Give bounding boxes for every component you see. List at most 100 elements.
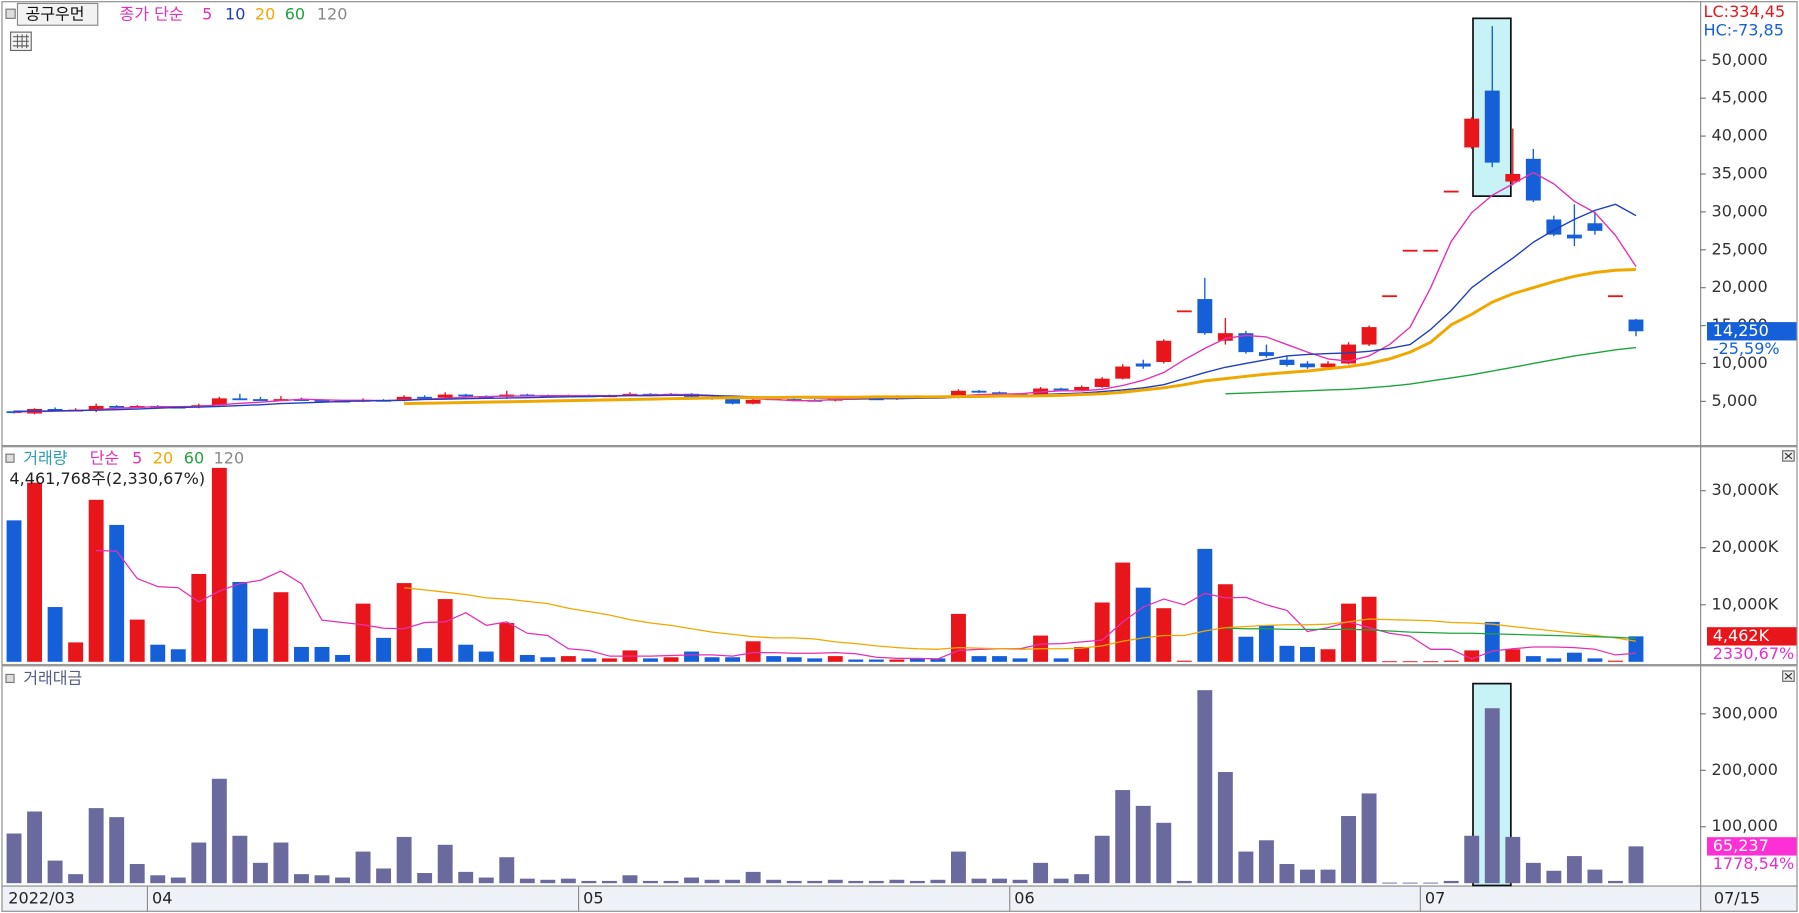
candle-body — [950, 390, 966, 398]
corner-label: LC:334,45 — [1704, 2, 1786, 21]
candle-body — [1361, 327, 1377, 345]
volume-info: 4,461,768주(2,330,67%) — [9, 469, 205, 488]
candle-body — [232, 398, 248, 401]
candle-body — [1423, 249, 1439, 252]
bar — [170, 877, 186, 884]
legend-prefix: 종가 단순 — [120, 4, 184, 23]
bar — [68, 642, 84, 662]
candle-body — [1382, 295, 1398, 298]
bar — [1402, 661, 1418, 663]
bar — [1587, 869, 1603, 884]
bar — [1443, 880, 1459, 884]
candle-body — [1546, 219, 1562, 235]
bar — [109, 524, 125, 662]
bar — [1012, 658, 1028, 662]
bar — [1628, 846, 1644, 884]
bar — [848, 880, 864, 884]
bar — [396, 583, 412, 662]
bar — [88, 499, 104, 662]
bar — [684, 651, 700, 662]
y-tick-label: 50,000 — [1712, 50, 1768, 69]
bar — [725, 657, 741, 662]
bar — [478, 651, 494, 662]
legend-entry-inactive: 120 — [214, 448, 245, 467]
panel-title: 거래량 — [23, 448, 68, 467]
y-tick-label: 20,000 — [1712, 277, 1768, 296]
bar — [622, 875, 638, 884]
bar — [1402, 882, 1418, 884]
candle-body — [1587, 223, 1603, 231]
candle-body — [1525, 158, 1541, 201]
bar — [1300, 646, 1315, 662]
bar — [807, 658, 823, 662]
bar — [150, 644, 166, 662]
bar — [1607, 660, 1623, 662]
candle-body — [6, 411, 22, 414]
x-tick-label: 2022/03 — [8, 889, 75, 908]
bar — [930, 879, 946, 884]
stock-button[interactable] — [16, 2, 99, 26]
bar — [560, 878, 576, 884]
legend-entry: 20 — [255, 4, 275, 23]
legend-entry: 60 — [285, 4, 305, 23]
bar — [1628, 636, 1644, 662]
candle-body — [1402, 249, 1418, 252]
bar — [1176, 660, 1192, 662]
bar — [745, 641, 761, 662]
bar — [1012, 879, 1028, 884]
candle-body — [1279, 359, 1295, 366]
bar — [1587, 658, 1603, 662]
candle-body — [1156, 340, 1172, 362]
bar — [992, 878, 1007, 884]
bar — [1115, 790, 1131, 884]
bar — [458, 871, 474, 884]
bar — [88, 808, 104, 884]
change-label: 1778,54% — [1713, 854, 1795, 873]
candle-body — [1115, 366, 1131, 379]
last-value-label: 4,462K — [1713, 626, 1770, 645]
corner-label: HC:-73,85 — [1704, 20, 1784, 39]
end-date-label: 07/15 — [1714, 889, 1760, 908]
bar — [1258, 625, 1274, 662]
bar — [1546, 870, 1562, 884]
bar — [1607, 880, 1623, 884]
legend-entry: 60 — [184, 448, 204, 467]
menu-icon[interactable] — [5, 673, 15, 684]
bar — [1320, 869, 1336, 884]
bar — [1197, 690, 1213, 884]
bar — [540, 657, 556, 662]
bar — [1094, 835, 1110, 884]
bar — [191, 842, 207, 884]
candle-body — [109, 405, 125, 408]
candle-body — [1094, 378, 1110, 387]
bar — [1074, 874, 1090, 884]
bar — [1320, 649, 1336, 662]
candle-body — [396, 396, 412, 401]
candle-body — [437, 394, 453, 398]
bar — [1033, 862, 1049, 884]
bar — [889, 879, 905, 884]
menu-icon[interactable] — [5, 453, 15, 463]
candle-body — [294, 399, 309, 401]
bar — [663, 880, 679, 884]
bar — [150, 875, 166, 884]
y-tick-label: 200,000 — [1712, 760, 1778, 779]
bar — [1341, 603, 1356, 662]
bar — [643, 880, 658, 884]
y-tick-label: 45,000 — [1712, 88, 1768, 107]
menu-icon[interactable] — [5, 8, 16, 19]
x-tick-label: 04 — [152, 889, 172, 908]
bar — [1546, 658, 1562, 662]
bar — [601, 880, 617, 884]
bar — [766, 879, 782, 884]
bar — [6, 833, 22, 884]
bar — [540, 879, 556, 884]
bar — [499, 623, 515, 662]
candle-body — [252, 399, 268, 401]
bar — [745, 871, 761, 884]
bar — [848, 659, 864, 662]
bar — [417, 873, 433, 884]
